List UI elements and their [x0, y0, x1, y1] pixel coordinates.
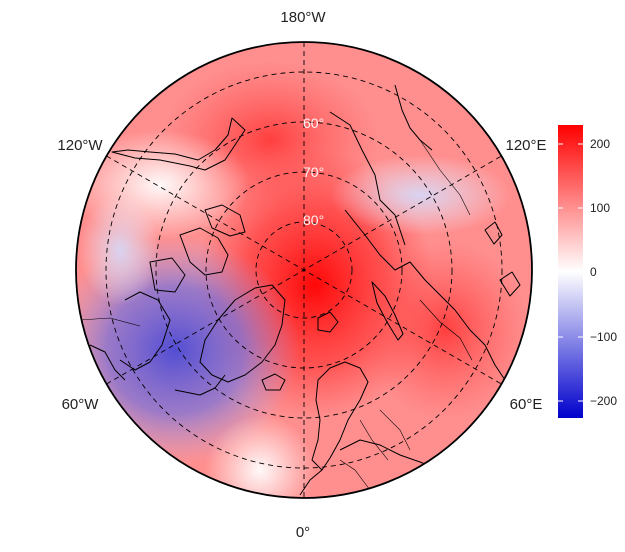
siberia-coast [344, 209, 506, 381]
anomaly-siberia-max [360, 240, 530, 420]
colorbar-tick-neg200: −200 [590, 394, 617, 408]
colorbar: 200 100 0 −100 −200 [558, 125, 617, 418]
lon-label-120w: 120°W [57, 137, 103, 154]
colorbar-tick-200: 200 [590, 137, 610, 151]
lon-label-0: 0° [296, 524, 310, 541]
anomaly-europe-weak [205, 415, 315, 498]
lat-label-70: 70° [303, 164, 324, 180]
graticule [105, 42, 503, 498]
border-europe-1 [359, 419, 389, 461]
border-europe-3 [379, 409, 411, 451]
scandinavia-coast [311, 361, 369, 471]
parallel-60 [155, 121, 453, 419]
colorbar-tick-neg100: −100 [590, 330, 617, 344]
border-russia-mongolia [419, 299, 473, 361]
border-russia-china [419, 139, 471, 216]
lon-label-180w: 180°W [280, 9, 326, 26]
novaya-zemlya [371, 281, 404, 341]
meridian-60w-120e [106, 155, 502, 385]
alaska-coast [111, 117, 246, 171]
lat-label-60: 60° [303, 115, 324, 131]
north-america-mainland [89, 344, 226, 396]
lon-label-60e: 60°E [510, 396, 543, 413]
anomaly-field [76, 42, 532, 498]
chukotka-coast [329, 111, 406, 246]
anomaly-sw-rim-min [80, 195, 160, 305]
map-boundary [75, 41, 533, 499]
colorbar-tick-100: 100 [590, 201, 610, 215]
lat-label-80: 80° [303, 212, 324, 228]
kamchatka-coast [394, 84, 433, 151]
country-borders [79, 139, 473, 491]
colorbar-tick-0: 0 [590, 265, 597, 279]
lon-label-60w: 60°W [62, 396, 100, 413]
iceland [261, 373, 286, 391]
lon-label-120e: 120°E [505, 137, 546, 154]
canada-arctic-islands [149, 204, 246, 293]
svalbard [317, 311, 339, 333]
border-usa-canada [79, 317, 141, 327]
ne-asia-islands [484, 221, 521, 297]
border-europe-2 [339, 459, 371, 491]
hudson-bay-coast [119, 291, 171, 371]
